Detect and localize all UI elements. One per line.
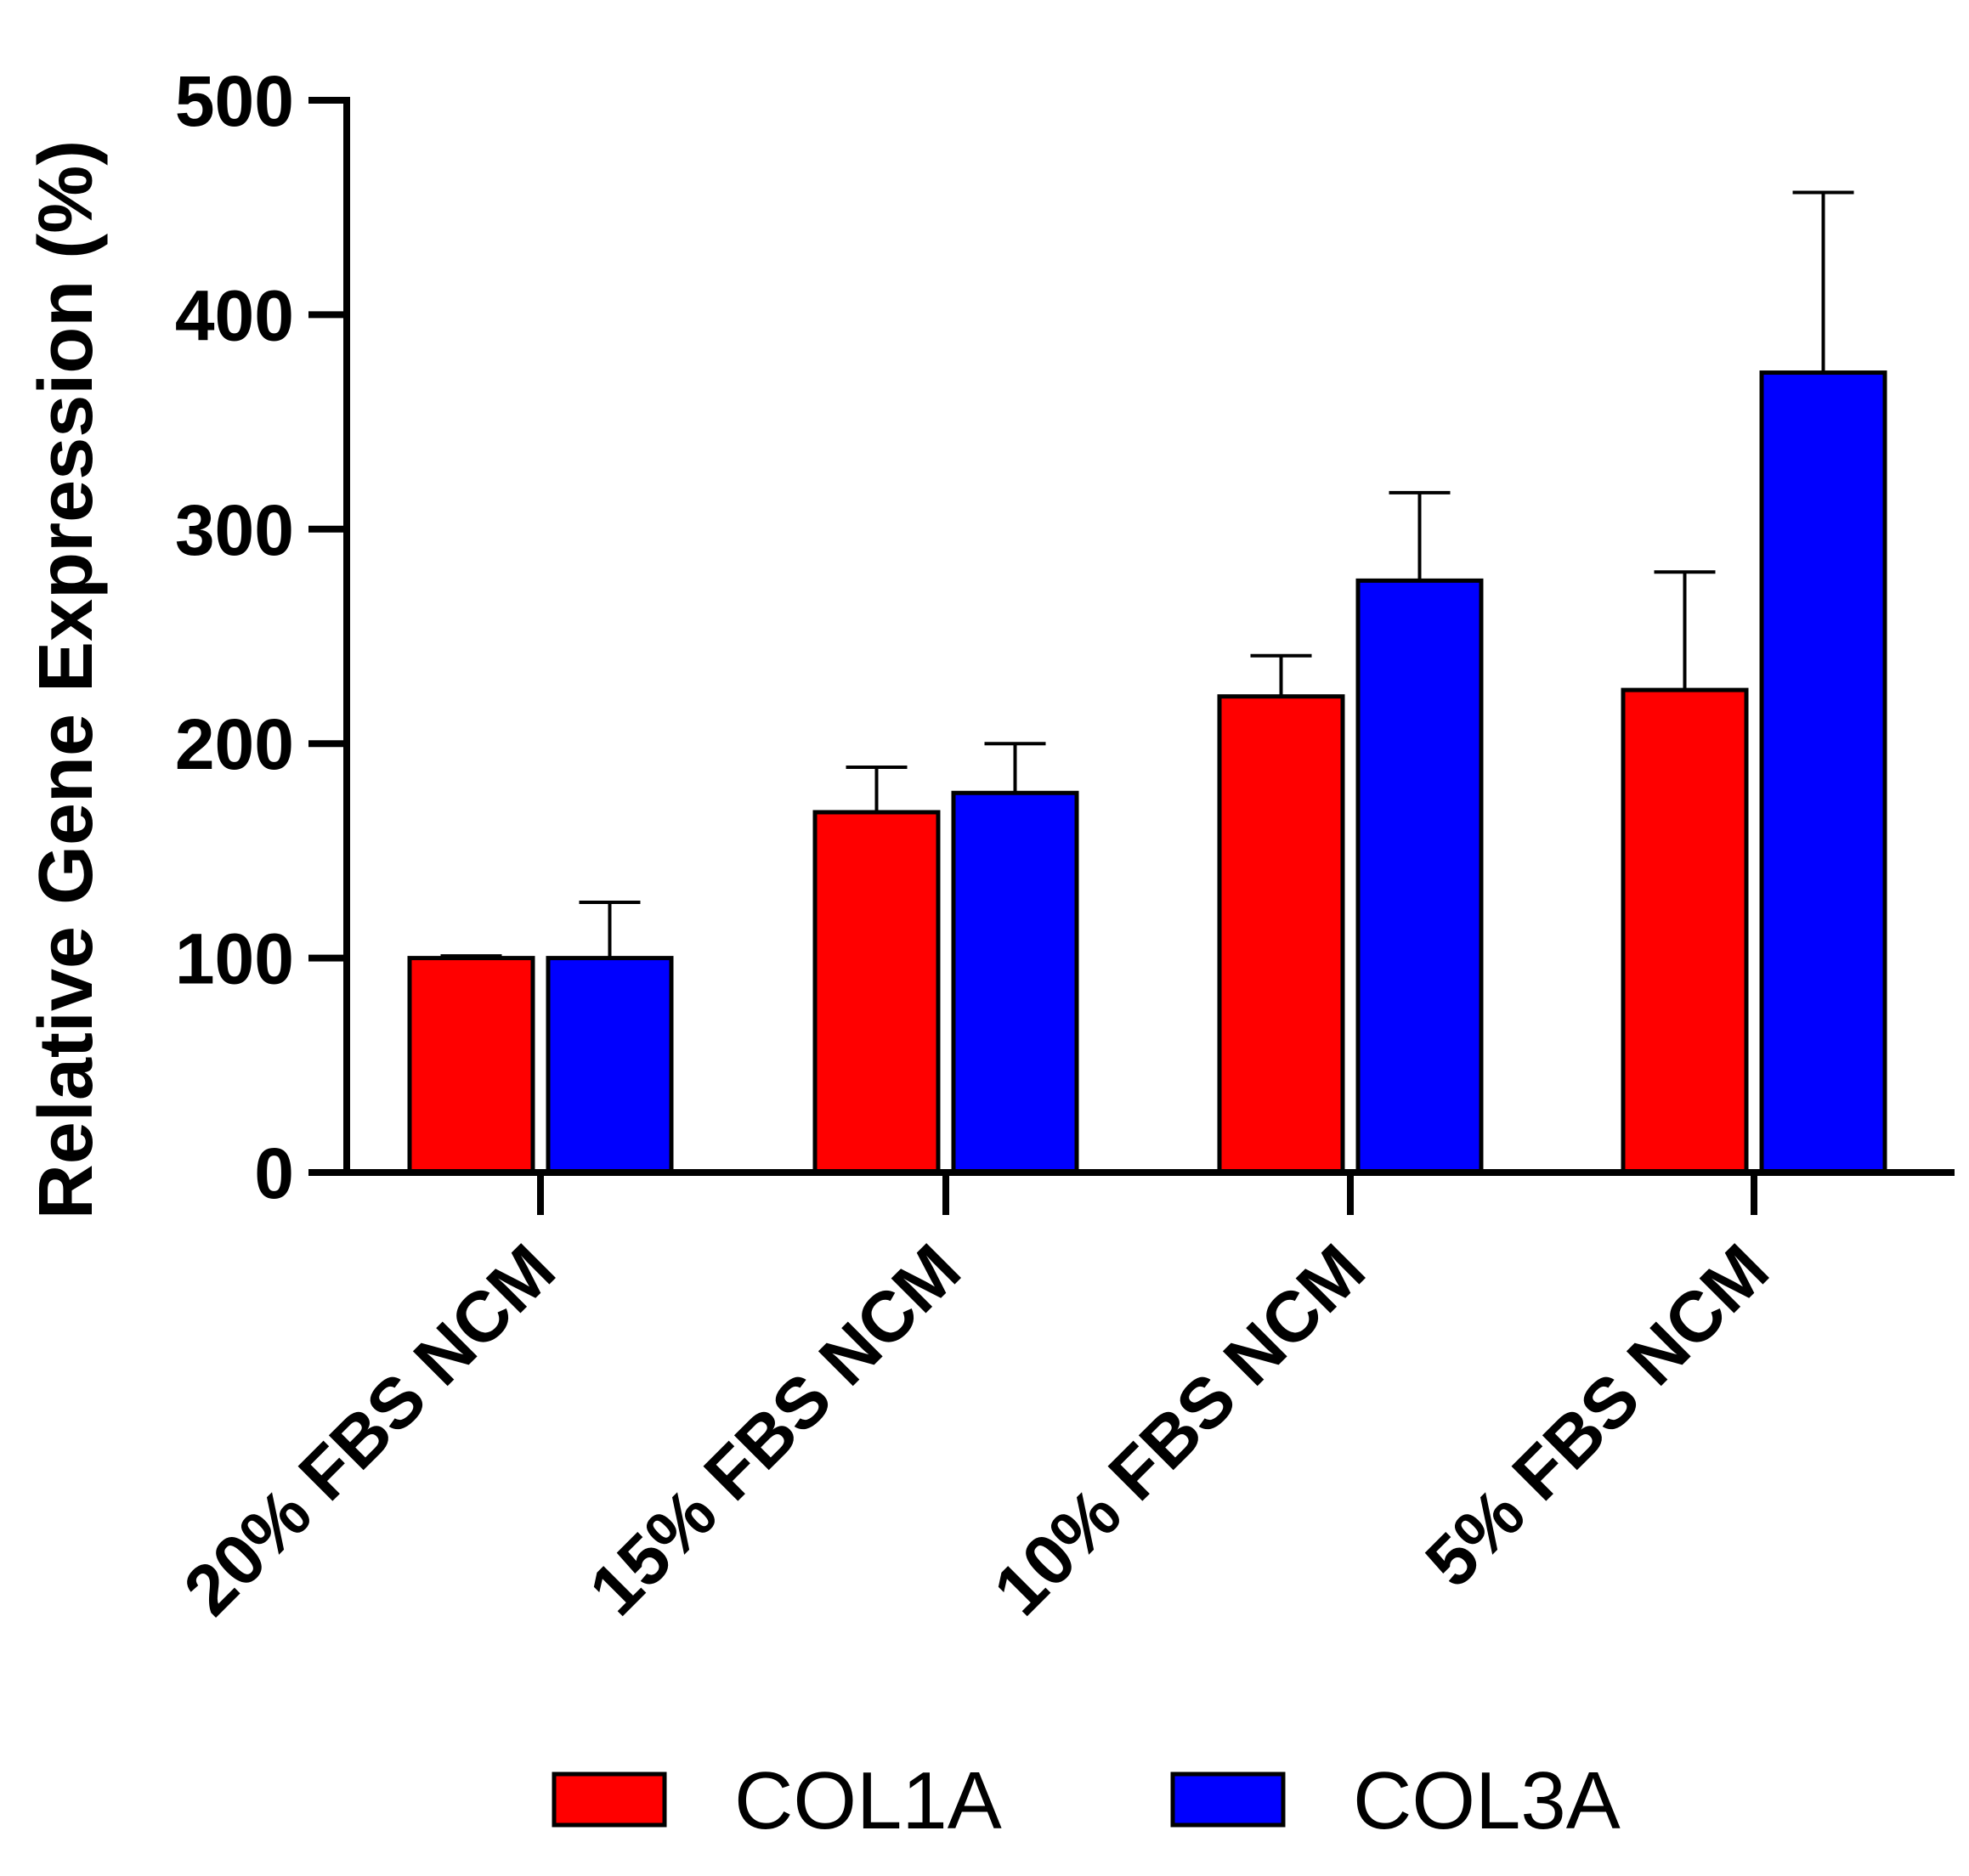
error-bar-col3a [984, 742, 1046, 794]
x-tick-label: 10% FBS NCM [978, 1229, 1379, 1630]
y-tick-label: 200 [175, 704, 294, 784]
bar-col1a [1217, 694, 1345, 1175]
x-axis-ticks: 20% FBS NCM 15% FBS NCM 10% FBS NCM 5% FBS … [168, 1172, 1784, 1630]
legend-item-col3a: COL3A [1170, 1755, 1621, 1846]
y-tick-label: 500 [175, 61, 294, 141]
bars [407, 370, 1887, 1175]
bar-col1a [812, 810, 941, 1175]
x-tick-label: 20% FBS NCM [168, 1229, 569, 1630]
y-tick-label: 100 [175, 919, 294, 999]
error-bars [440, 190, 1854, 958]
y-tick-label: 0 [254, 1133, 294, 1213]
legend: COL1A COL3A [552, 1755, 1621, 1846]
legend-label: COL3A [1353, 1755, 1621, 1846]
x-tick-label: 15% FBS NCM [574, 1229, 975, 1630]
legend-label: COL1A [734, 1755, 1002, 1846]
bar-col3a [1355, 578, 1484, 1175]
y-tick-label: 400 [175, 275, 294, 355]
bar-col3a [1759, 370, 1887, 1175]
error-bar-col1a [1250, 653, 1312, 697]
bar-col1a [1621, 687, 1749, 1175]
error-bar-col3a [1792, 190, 1854, 373]
legend-item-col1a: COL1A [552, 1755, 1002, 1846]
y-axis-ticks: 0 100 200 300 400 500 [175, 61, 347, 1213]
error-bar-col3a [579, 900, 641, 958]
y-tick-label: 300 [175, 490, 294, 570]
bar-col3a [951, 790, 1079, 1175]
legend-swatch [1170, 1771, 1286, 1828]
legend-swatch [552, 1771, 667, 1828]
error-bar-col3a [1389, 490, 1451, 581]
bar-col1a [407, 956, 535, 1175]
bar-col3a [546, 956, 674, 1175]
error-bar-col1a [1654, 570, 1716, 691]
x-tick-label: 5% FBS NCM [1410, 1229, 1783, 1602]
y-axis-title: Relative Gene Expression (%) [24, 140, 109, 1219]
error-bar-col1a [440, 954, 502, 958]
error-bar-col1a [846, 765, 908, 812]
